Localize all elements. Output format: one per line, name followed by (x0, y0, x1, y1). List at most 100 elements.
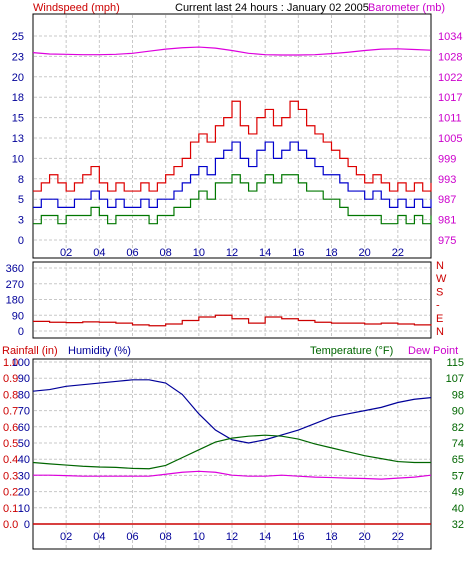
humidity-y-tick-label: 40 (18, 454, 30, 466)
compass-label: - (436, 300, 440, 312)
humidity-panel-frame (32, 358, 432, 550)
dewpoint-axis-title: Dew Point (408, 345, 458, 357)
humidity-y-tick-label: 70 (18, 406, 30, 418)
x-tick-label: 20 (359, 247, 371, 259)
x-tick-label: 04 (93, 531, 105, 543)
x-tick-label: 08 (160, 247, 172, 259)
data-series (32, 46, 432, 525)
x-tick-label: 06 (126, 247, 138, 259)
barometer-axis-title: Barometer (mb) (368, 2, 445, 14)
x-tick-label: 18 (325, 247, 337, 259)
x-tick-label: 12 (226, 247, 238, 259)
x-tick-label: 20 (359, 531, 371, 543)
wind-y-tick-label: 10 (12, 153, 24, 165)
rain-y-tick-label: 0.6 (3, 422, 18, 434)
x-tick-label: 14 (259, 531, 271, 543)
x-tick-label: 18 (325, 531, 337, 543)
wind-y-tick-label: 18 (12, 92, 24, 104)
barometer-y-tick-label: 1034 (438, 31, 462, 43)
x-tick-label: 12 (226, 531, 238, 543)
direction-panel-frame (32, 261, 432, 339)
rain-y-tick-label: 0.2 (3, 487, 18, 499)
compass-label: S (436, 286, 443, 298)
temperature-y-tick-label: 82 (452, 422, 464, 434)
barometer-y-tick-label: 1005 (438, 133, 462, 145)
barometer-y-tick-label: 999 (438, 153, 456, 165)
rain-y-tick-label: 1.0 (3, 357, 18, 369)
rainfall-axis-title: Rainfall (in) (2, 345, 58, 357)
grid-lines (34, 15, 430, 548)
temperature-y-tick-label: 65 (452, 454, 464, 466)
wind-y-tick-label: 25 (12, 31, 24, 43)
barometer-y-tick-label: 1022 (438, 72, 462, 84)
temperature-y-tick-label: 115 (446, 357, 464, 369)
chart-title: Current last 24 hours : January 02 2005 (175, 2, 369, 14)
direction-y-tick-label: 360 (6, 263, 24, 275)
x-tick-label: 14 (259, 247, 271, 259)
temperature-y-tick-label: 90 (452, 406, 464, 418)
compass-label: N (436, 260, 444, 272)
humidity-y-tick-label: 100 (12, 357, 30, 369)
minimum-wind-series (33, 174, 432, 225)
x-tick-label: 10 (193, 247, 205, 259)
windspeed-series (33, 100, 432, 192)
rain-y-tick-label: 0.0 (3, 519, 18, 531)
humidity-y-tick-label: 30 (18, 470, 30, 482)
humidity-series (32, 379, 432, 444)
direction-y-tick-label: 180 (6, 295, 24, 307)
temperature-y-tick-label: 57 (452, 470, 464, 482)
barometer-y-tick-label: 981 (438, 215, 456, 227)
x-tick-label: 10 (193, 531, 205, 543)
rain-y-tick-label: 0.8 (3, 389, 18, 401)
x-tick-label: 08 (160, 531, 172, 543)
x-tick-label: 22 (392, 247, 404, 259)
barometer-y-tick-label: 1017 (438, 92, 462, 104)
wind-panel-frame (32, 13, 432, 259)
rain-y-tick-label: 0.7 (3, 406, 18, 418)
compass-label: N (436, 326, 444, 338)
rain-y-tick-label: 0.3 (3, 470, 18, 482)
rain-y-tick-label: 0.1 (3, 503, 18, 515)
x-tick-label: 06 (126, 531, 138, 543)
temperature-series (32, 434, 431, 470)
wind-y-tick-label: 13 (12, 133, 24, 145)
direction-y-tick-label: 0 (18, 326, 24, 338)
barometer-y-tick-label: 1011 (438, 113, 462, 125)
humidity-y-tick-label: 90 (18, 373, 30, 385)
barometer-y-tick-label: 975 (438, 235, 456, 247)
barometer-y-tick-label: 993 (438, 174, 456, 186)
wind-y-tick-label: 0 (18, 235, 24, 247)
temperature-y-tick-label: 40 (452, 503, 464, 515)
rain-y-tick-label: 0.5 (3, 438, 18, 450)
rain-y-tick-label: 0.9 (3, 373, 18, 385)
temperature-axis-title: Temperature (°F) (310, 345, 393, 357)
humidity-y-tick-label: 80 (18, 389, 30, 401)
wind-y-tick-label: 15 (12, 113, 24, 125)
barometer-y-tick-label: 987 (438, 194, 456, 206)
compass-label: W (436, 273, 447, 285)
humidity-y-tick-label: 20 (18, 487, 30, 499)
wind-y-tick-label: 23 (12, 51, 24, 63)
wind-direction-series (33, 314, 432, 327)
direction-y-tick-label: 90 (12, 310, 24, 322)
humidity-y-tick-label: 10 (18, 503, 30, 515)
tick-labels: 02 04 06 08 10 12 14 16 18 20 22 02 04 06 08 10 12 14 16 18… (3, 31, 464, 543)
humidity-y-tick-label: 50 (18, 438, 30, 450)
humidity-y-tick-label: 0 (24, 519, 30, 531)
windspeed-axis-title: Windspeed (mph) (33, 2, 120, 14)
barometer-y-tick-label: 1028 (438, 51, 462, 63)
barometer-series (32, 46, 432, 56)
wind-y-tick-label: 20 (12, 72, 24, 84)
x-tick-label: 16 (292, 531, 304, 543)
wind-y-tick-label: 5 (18, 194, 24, 206)
compass-label: E (436, 313, 443, 325)
humidity-y-tick-label: 60 (18, 422, 30, 434)
wind-y-tick-label: 3 (18, 215, 24, 227)
x-tick-label: 02 (60, 247, 72, 259)
x-tick-label: 02 (60, 531, 72, 543)
rain-y-tick-label: 0.4 (3, 454, 18, 466)
temperature-y-tick-label: 98 (452, 389, 464, 401)
x-tick-label: 04 (93, 247, 105, 259)
x-tick-label: 16 (292, 247, 304, 259)
